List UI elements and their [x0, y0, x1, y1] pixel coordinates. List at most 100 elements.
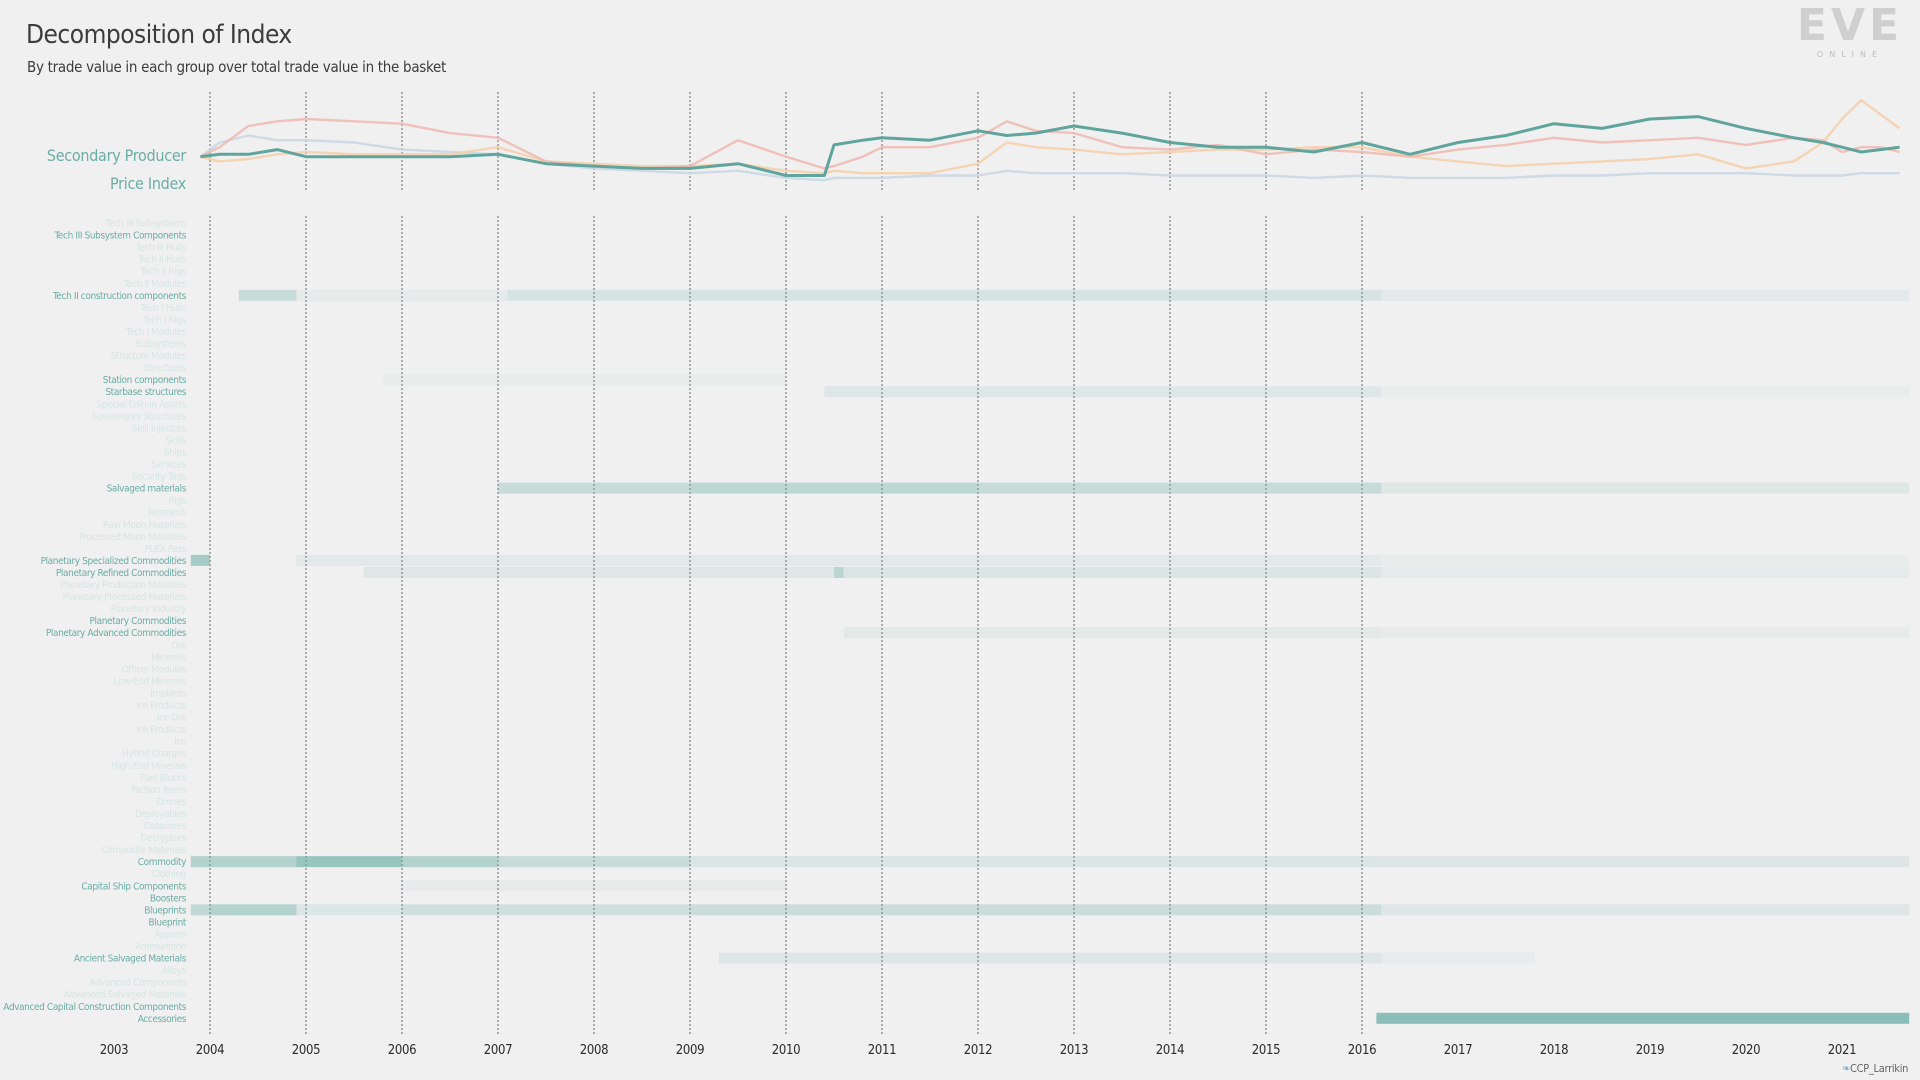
- group-label: Accessories: [138, 1014, 187, 1025]
- heat-cell: [190, 554, 210, 566]
- index-label-line-1: Secondary Producer: [47, 146, 187, 165]
- group-label: Minerals: [151, 652, 186, 663]
- page-subtitle: By trade value in each group over total …: [27, 58, 446, 76]
- group-label: Tech II Modules: [123, 279, 187, 290]
- group-label: Blueprints: [144, 905, 186, 916]
- index-series-line-1: [199, 117, 1900, 170]
- group-label: Ships: [164, 447, 187, 458]
- group-label: Security Tags: [132, 472, 187, 483]
- group-label: Sovereignty Structures: [92, 411, 187, 422]
- year-tick-2003: 2003: [100, 1043, 129, 1058]
- group-label: Datacores: [144, 821, 187, 832]
- heat-cell: [363, 566, 834, 578]
- group-label: Tech III Subsystems: [105, 219, 187, 230]
- group-label: Tech II Rigs: [140, 267, 187, 278]
- group-label: Decryptors: [140, 833, 186, 844]
- price-index-line-chart: [199, 98, 1901, 182]
- group-label: High-End Minerals: [111, 761, 187, 772]
- twitter-bird-icon: ❧: [1842, 1062, 1850, 1075]
- year-tick-2020: 2020: [1732, 1043, 1761, 1058]
- group-label: PLEX Pass: [145, 544, 187, 555]
- heat-cell: [843, 627, 1382, 639]
- group-label: Deployables: [135, 809, 187, 820]
- logo-subtext: ONLINE: [1817, 50, 1883, 59]
- year-tick-2007: 2007: [484, 1043, 513, 1058]
- group-label: Faction Items: [131, 785, 186, 796]
- group-label: Alloys: [162, 966, 187, 977]
- year-tick-2012: 2012: [964, 1043, 993, 1058]
- heat-cell: [718, 952, 1382, 964]
- heat-cell: [402, 856, 498, 868]
- heat-cell: [296, 904, 402, 916]
- group-label: Implants: [150, 688, 187, 699]
- heat-cell: [498, 482, 690, 494]
- group-label: Subsystems: [136, 339, 187, 350]
- heat-cell: [402, 880, 786, 892]
- group-label: Tech III Subsystem Components: [54, 231, 187, 242]
- group-label: Boosters: [150, 893, 187, 904]
- group-label: Salvaged materials: [107, 484, 187, 495]
- page-title: Decomposition of Index: [26, 20, 292, 50]
- credit-handle: CCP_Larrikin: [1850, 1062, 1909, 1075]
- eve-online-logo: EVE ONLINE: [1797, 2, 1903, 59]
- year-tick-2013: 2013: [1060, 1043, 1089, 1058]
- group-label: Services: [151, 460, 186, 471]
- index-label-line-2: Price Index: [110, 174, 187, 193]
- group-label: Capital Ship Components: [81, 881, 186, 892]
- group-label: Apparel: [154, 929, 186, 940]
- group-label: Advanced Components: [89, 978, 186, 989]
- group-label: Advanced Capital Construction Components: [3, 1002, 186, 1013]
- logo-wordmark: EVE: [1797, 2, 1903, 51]
- group-label: Commodity: [138, 857, 187, 868]
- group-label: Processed Moon Materials: [79, 532, 187, 543]
- group-share-heatmap: [190, 289, 1910, 1024]
- year-tick-2008: 2008: [580, 1043, 609, 1058]
- year-tick-2004: 2004: [196, 1043, 225, 1058]
- heat-cell: [1381, 856, 1910, 868]
- group-label: Composite Materials: [101, 845, 186, 856]
- group-label: Tech III Hulls: [135, 243, 187, 254]
- year-tick-2011: 2011: [868, 1043, 897, 1058]
- author-credit: ❧CCP_Larrikin: [1842, 1062, 1908, 1075]
- heat-cell: [690, 904, 1382, 916]
- group-label: Planetary Refined Commodities: [56, 568, 187, 579]
- group-label: Planetary Production Materials: [60, 580, 186, 591]
- group-label: Planetary Commodities: [90, 616, 187, 627]
- group-label: Drones: [157, 797, 187, 808]
- group-label: Research: [148, 508, 186, 519]
- heat-cell: [824, 386, 1382, 398]
- heat-cell: [190, 904, 210, 916]
- heat-cell: [190, 856, 297, 868]
- group-label: Tech I Modules: [125, 327, 187, 338]
- heat-cell: [834, 566, 844, 578]
- heat-cell: [296, 289, 508, 301]
- group-label: Tech II construction components: [52, 291, 187, 302]
- heat-cell: [1376, 1012, 1910, 1024]
- year-tick-2016: 2016: [1348, 1043, 1377, 1058]
- heat-cell: [978, 482, 1382, 494]
- group-label: Rigs: [168, 496, 186, 507]
- year-tick-2005: 2005: [292, 1043, 321, 1058]
- group-label: Ice: [174, 737, 187, 748]
- group-label: Raw Moon Materials: [103, 520, 187, 531]
- group-label: Officer Modules: [122, 664, 187, 675]
- year-tick-2006: 2006: [388, 1043, 417, 1058]
- heat-cell: [1381, 554, 1910, 566]
- group-label: Starbase structures: [105, 387, 186, 398]
- group-label: Clothing: [152, 869, 186, 880]
- heat-cell: [690, 482, 978, 494]
- group-label: Skills: [165, 435, 186, 446]
- group-label: Ancient Salvaged Materials: [74, 954, 187, 965]
- group-label: Low-End Minerals: [114, 676, 187, 687]
- group-label: Ice Products: [136, 701, 187, 712]
- group-label: Tech I Hulls: [139, 303, 186, 314]
- heat-cell: [1381, 566, 1910, 578]
- group-label: Skill Injectors: [132, 423, 187, 434]
- heat-cell: [238, 289, 297, 301]
- index-series-line-0: [200, 115, 1900, 177]
- heat-cell: [843, 566, 1382, 578]
- heat-cell: [1381, 386, 1910, 398]
- year-tick-2019: 2019: [1636, 1043, 1665, 1058]
